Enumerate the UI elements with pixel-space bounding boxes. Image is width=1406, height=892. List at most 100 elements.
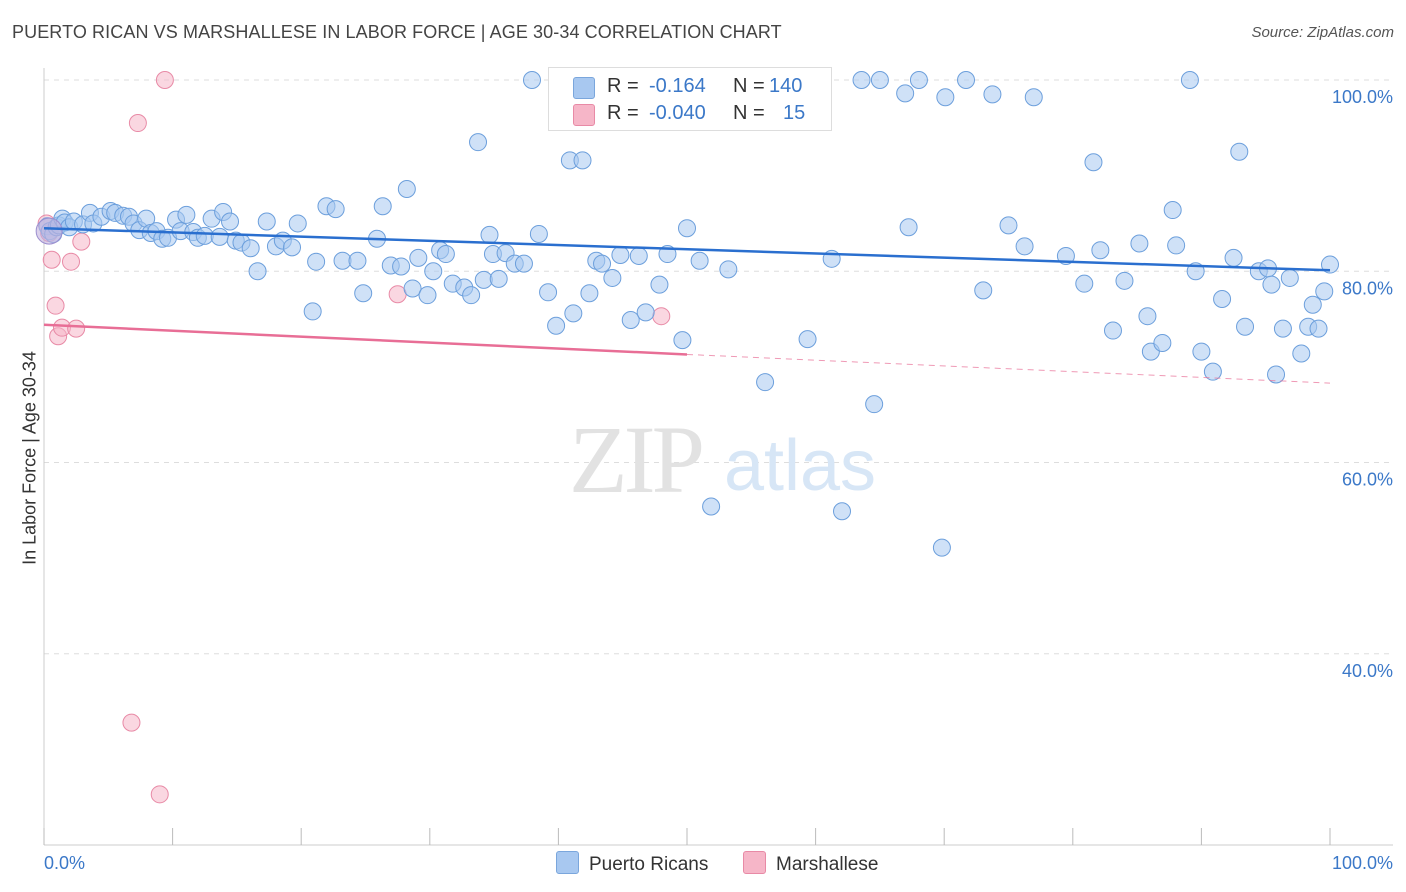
puerto-rican-point [522, 71, 541, 89]
puerto-rican-point [462, 286, 481, 305]
marshallese-point [42, 250, 61, 269]
puerto-rican-point [896, 84, 915, 103]
legend-n-value: 15 [783, 102, 806, 124]
puerto-rican-point [177, 205, 196, 224]
marshallese-point [652, 307, 671, 326]
puerto-rican-point [673, 331, 692, 350]
trend-lines [43, 226, 1331, 384]
legend-r-label: R = [607, 75, 639, 97]
puerto-rican-point [1091, 241, 1110, 260]
puerto-rican-point [798, 330, 817, 349]
marshallese-trend-extension [686, 353, 1331, 384]
puerto-rican-point [1262, 275, 1281, 294]
stats-legend: R = -0.164 N = 140 R = -0.040 N = 15 [548, 67, 832, 131]
legend-n-value: 140 [769, 75, 803, 97]
puerto-rican-point [1321, 255, 1339, 274]
puerto-rican-point [1280, 268, 1299, 287]
legend-n-label: N = [733, 75, 765, 97]
chart-title: PUERTO RICAN VS MARSHALLESE IN LABOR FOR… [12, 22, 782, 42]
puerto-rican-point [307, 252, 326, 271]
puerto-rican-point [932, 538, 951, 557]
puerto-rican-points [35, 71, 1339, 557]
puerto-rican-point [514, 254, 533, 273]
puerto-rican-point [397, 180, 416, 199]
puerto-rican-point [719, 260, 738, 279]
puerto-rican-point [1180, 71, 1199, 89]
puerto-rican-point [870, 71, 889, 89]
marshallese-point [128, 114, 147, 133]
puerto-rican-point [974, 281, 993, 300]
puerto-rican-point [248, 262, 267, 281]
puerto-rican-point [1075, 274, 1094, 293]
puerto-rican-point [1024, 88, 1043, 107]
puerto-rican-point [469, 133, 488, 152]
puerto-rican-point [865, 395, 884, 414]
puerto-rican-point [909, 71, 928, 89]
puerto-rican-point [564, 304, 583, 323]
puerto-rican-point [288, 214, 307, 233]
puerto-rican-trend-line [43, 226, 1331, 272]
puerto-rican-point [678, 219, 696, 238]
puerto-rican-point [593, 254, 612, 273]
puerto-rican-point [833, 502, 852, 521]
watermark-atlas: atlas [724, 426, 876, 506]
puerto-rican-point [436, 245, 455, 264]
puerto-rican-point [348, 251, 367, 270]
legend-swatch-pink [573, 104, 595, 126]
puerto-rican-point [702, 497, 721, 516]
puerto-rican-point [1084, 153, 1103, 172]
x-tick-label-min: 0.0% [44, 853, 85, 873]
puerto-rican-point [1273, 319, 1292, 338]
legend-r-label: R = [607, 102, 639, 124]
puerto-rican-point [283, 238, 302, 257]
y-tick-label: 80.0% [1342, 278, 1393, 298]
axes [43, 68, 1393, 846]
puerto-rican-point [1103, 321, 1122, 340]
puerto-rican-point [636, 303, 655, 322]
puerto-rican-point [409, 248, 428, 267]
bottom-legend-puerto-ricans: Puerto Ricans [556, 851, 708, 876]
marshallese-point [46, 296, 65, 315]
legend-swatch-pink [743, 851, 766, 874]
puerto-rican-point [1315, 282, 1334, 301]
puerto-rican-point [1267, 365, 1286, 384]
puerto-rican-point [392, 257, 411, 276]
puerto-rican-point [1203, 362, 1222, 381]
puerto-rican-point [1153, 333, 1172, 352]
puerto-rican-point [580, 284, 599, 303]
marshallese-point [62, 252, 81, 271]
puerto-rican-point [1236, 317, 1255, 336]
puerto-rican-point [573, 151, 592, 170]
puerto-rican-point [195, 226, 214, 245]
y-tick-label: 100.0% [1332, 87, 1393, 107]
legend-swatch-blue [556, 851, 579, 874]
source-note: Source: ZipAtlas.com [1251, 24, 1394, 41]
puerto-rican-point [1224, 248, 1243, 267]
legend-n-label: N = [733, 102, 765, 124]
puerto-rican-point [354, 284, 373, 303]
puerto-rican-point [1230, 142, 1249, 161]
y-tick-label: 40.0% [1342, 661, 1393, 681]
marshallese-trend-line [43, 323, 688, 356]
puerto-rican-point [603, 268, 622, 287]
puerto-rican-point [424, 262, 443, 281]
puerto-rican-point [418, 286, 437, 305]
legend-r-value: -0.040 [649, 102, 706, 124]
puerto-rican-point [1015, 237, 1034, 256]
x-tick-label-max: 100.0% [1332, 853, 1393, 873]
puerto-rican-point [1115, 271, 1134, 290]
puerto-rican-point [303, 302, 322, 321]
puerto-rican-point [1309, 319, 1328, 338]
puerto-rican-point [480, 225, 499, 244]
y-tick-labels: 40.0% 60.0% 80.0% 100.0% [1332, 87, 1393, 681]
puerto-rican-point [489, 269, 508, 288]
puerto-rican-point [539, 283, 558, 302]
legend-r-value: -0.164 [649, 75, 706, 97]
puerto-rican-point [403, 279, 422, 298]
puerto-rican-point [326, 200, 345, 219]
puerto-rican-point [1163, 201, 1182, 220]
puerto-rican-point [547, 316, 566, 335]
puerto-rican-point [1167, 236, 1186, 255]
puerto-rican-point [1192, 342, 1211, 361]
